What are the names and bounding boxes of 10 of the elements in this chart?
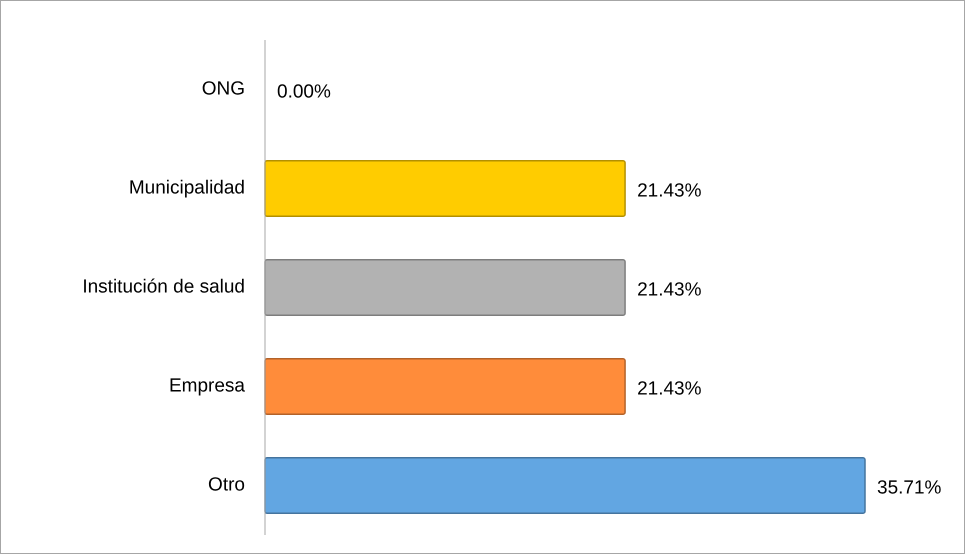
data-label: 21.43% — [637, 180, 702, 202]
data-label: 0.00% — [277, 82, 331, 103]
data-label: 35.71% — [877, 478, 942, 499]
y-tick-label: Municipalidad — [128, 178, 245, 199]
y-tick-label: Empresa — [168, 376, 246, 397]
y-tick-label: Institución de salud — [82, 276, 245, 298]
y-tick-label: Otro — [208, 474, 245, 496]
data-label: 21.43% — [637, 378, 702, 400]
y-tick-label: ONG — [202, 78, 245, 100]
data-label: 21.43% — [637, 280, 702, 301]
